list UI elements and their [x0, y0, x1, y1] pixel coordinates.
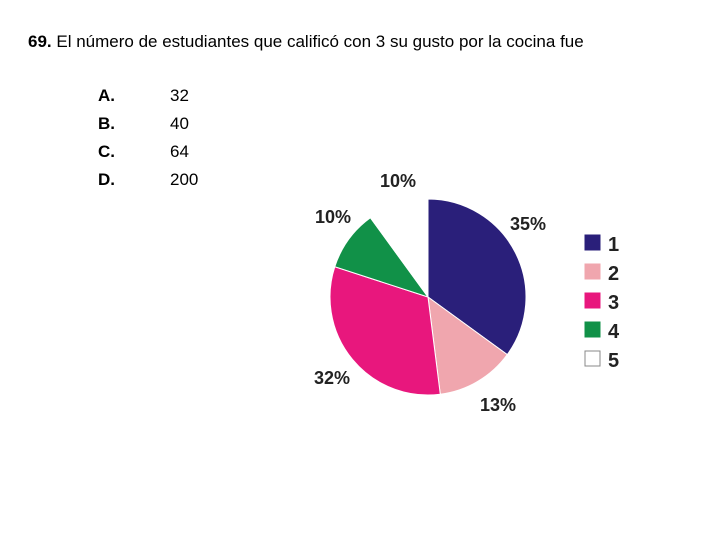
option-letter: A. — [98, 86, 115, 105]
option-value: 200 — [170, 170, 199, 189]
option-value: 32 — [170, 86, 189, 105]
slice-percent-label: 10% — [315, 207, 351, 227]
pie-chart: 35% 13% 32% 10% 10% 1 2 3 4 5 — [314, 171, 620, 415]
question-body: El número de estudiantes que calificó co… — [56, 32, 584, 51]
legend-label: 5 — [608, 350, 619, 372]
pie-slice-3 — [329, 266, 441, 396]
pie-slice-1 — [427, 198, 527, 356]
legend-swatch — [584, 350, 601, 367]
option-letter: B. — [98, 114, 115, 133]
legend-label: 3 — [608, 292, 619, 314]
question-text: 69. El número de estudiantes que calific… — [28, 32, 584, 52]
legend-label: 1 — [608, 234, 619, 256]
option-letter: D. — [98, 170, 115, 189]
legend-swatch — [584, 292, 601, 309]
legend-swatch — [584, 321, 601, 338]
legend-label: 4 — [608, 321, 620, 343]
legend-swatch — [584, 234, 601, 251]
option-value: 40 — [170, 114, 189, 133]
option-letter: C. — [98, 142, 115, 161]
slice-percent-label: 13% — [480, 395, 516, 415]
slice-percent-label: 35% — [510, 214, 546, 234]
pie-slice-2 — [427, 295, 508, 395]
slice-percent-label: 32% — [314, 368, 350, 388]
legend-label: 2 — [608, 263, 619, 285]
pie-slice-5 — [369, 198, 429, 299]
legend-swatch — [584, 263, 601, 280]
slice-percent-label: 10% — [380, 171, 416, 191]
question-number: 69. — [28, 32, 52, 51]
option-value: 64 — [170, 142, 189, 161]
